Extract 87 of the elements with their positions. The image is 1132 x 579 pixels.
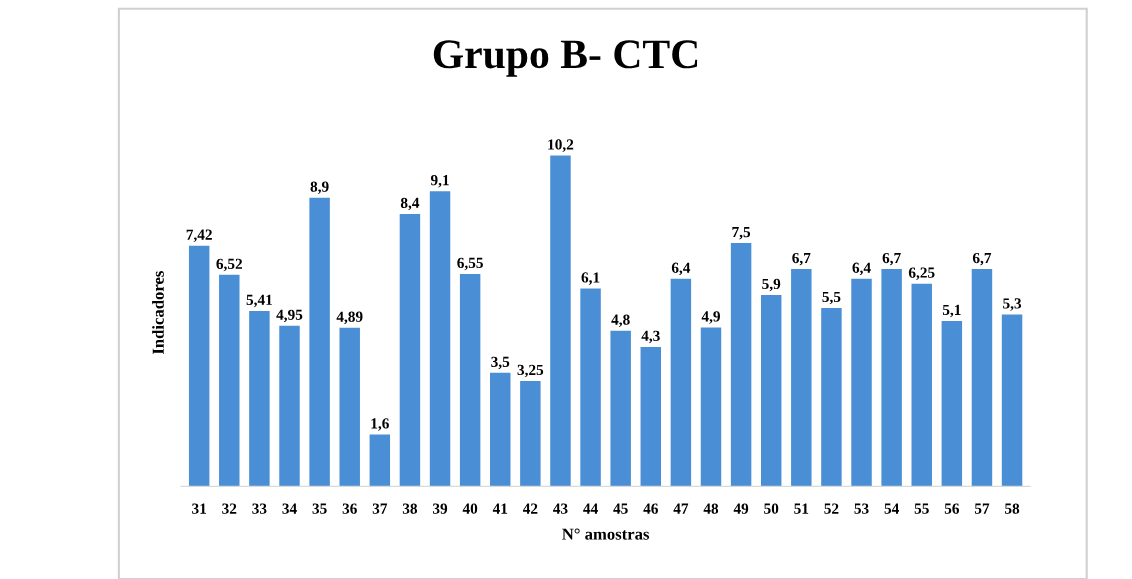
data-label: 7,42 xyxy=(186,229,212,243)
data-label: 6,25 xyxy=(908,267,935,280)
x-tick-label: 50 xyxy=(764,503,779,514)
bar xyxy=(700,327,722,487)
data-label: 6,7 xyxy=(972,252,992,266)
x-tick-label: 31 xyxy=(192,503,207,514)
bar xyxy=(399,213,421,487)
data-label: 4,9 xyxy=(701,311,720,324)
bar xyxy=(971,269,993,487)
bar xyxy=(730,243,752,487)
bar xyxy=(911,283,932,487)
bar xyxy=(1001,314,1023,487)
bar xyxy=(760,294,782,487)
bar xyxy=(580,288,601,487)
bar xyxy=(821,307,842,487)
data-label: 9,1 xyxy=(430,175,449,188)
x-tick-label: 48 xyxy=(703,503,719,514)
bar xyxy=(188,245,210,487)
x-tick-label: 56 xyxy=(944,503,960,514)
x-tick-label: 53 xyxy=(854,503,869,514)
x-tick-label: 47 xyxy=(673,503,689,514)
x-tick-label: 43 xyxy=(553,503,568,514)
bar xyxy=(369,434,391,487)
data-label: 6,7 xyxy=(792,252,811,266)
data-label: 6,1 xyxy=(581,272,600,285)
data-label: 6,52 xyxy=(216,258,242,272)
data-label: 6,4 xyxy=(671,262,691,276)
bar xyxy=(309,197,330,487)
data-label: 8,4 xyxy=(400,197,420,211)
x-tick-label: 55 xyxy=(914,503,929,514)
data-label: 3,5 xyxy=(491,356,510,370)
data-label: 5,5 xyxy=(822,291,841,305)
bar xyxy=(851,278,872,487)
x-tick-label: 37 xyxy=(372,503,388,514)
x-tick-label: 35 xyxy=(312,503,327,514)
x-tick-label: 39 xyxy=(432,503,448,514)
bar xyxy=(249,310,270,487)
data-label: 5,1 xyxy=(942,304,961,318)
x-tick-label: 33 xyxy=(252,503,267,514)
bar xyxy=(219,274,240,487)
bar xyxy=(279,325,300,487)
bar xyxy=(670,278,692,487)
data-label: 5,3 xyxy=(1003,298,1022,311)
data-label: 4,8 xyxy=(611,314,630,327)
data-label: 6,55 xyxy=(457,257,483,271)
data-label: 1,6 xyxy=(371,418,389,431)
x-tick-label: 58 xyxy=(1005,503,1020,514)
bar xyxy=(640,346,662,487)
data-label: 5,41 xyxy=(246,294,272,308)
x-tick-label: 34 xyxy=(282,503,297,514)
data-label: 5,9 xyxy=(762,278,781,292)
x-tick-label: 52 xyxy=(824,503,839,514)
data-label: 4,89 xyxy=(336,311,363,325)
bar xyxy=(520,380,541,487)
x-tick-label: 51 xyxy=(794,503,809,514)
x-tick-label: 57 xyxy=(974,503,990,514)
bar xyxy=(459,273,481,487)
bar xyxy=(490,372,511,487)
bar xyxy=(791,269,812,487)
x-tick-label: 54 xyxy=(884,503,899,514)
data-label: 3,25 xyxy=(517,364,544,378)
x-tick-label: 44 xyxy=(583,503,598,514)
x-tick-label: 42 xyxy=(522,503,538,514)
data-label: 6,4 xyxy=(852,262,871,276)
data-label: 7,5 xyxy=(732,227,751,240)
data-label: 4,95 xyxy=(276,309,303,323)
x-tick-label: 49 xyxy=(733,503,749,514)
chart-title: Grupo B- CTC xyxy=(433,40,698,77)
bar xyxy=(339,327,360,487)
bar xyxy=(610,330,631,487)
x-tick-label: 41 xyxy=(492,503,508,514)
data-label: 8,9 xyxy=(310,181,329,195)
bar xyxy=(429,191,451,487)
x-tick-label: 36 xyxy=(342,503,357,514)
x-axis-title: N° amostras xyxy=(562,528,650,540)
bar xyxy=(550,155,571,487)
x-tick-label: 46 xyxy=(643,503,658,514)
x-tick-label: 38 xyxy=(402,503,418,514)
data-label: 4,3 xyxy=(641,330,660,344)
x-tick-label: 32 xyxy=(222,503,237,514)
bar xyxy=(881,269,902,487)
y-axis-title: Indicadores xyxy=(152,271,164,355)
data-label: 10,2 xyxy=(548,139,574,152)
x-tick-label: 45 xyxy=(613,503,628,514)
x-tick-label: 40 xyxy=(462,503,478,514)
data-label: 6,7 xyxy=(882,252,901,266)
bar xyxy=(941,320,963,487)
